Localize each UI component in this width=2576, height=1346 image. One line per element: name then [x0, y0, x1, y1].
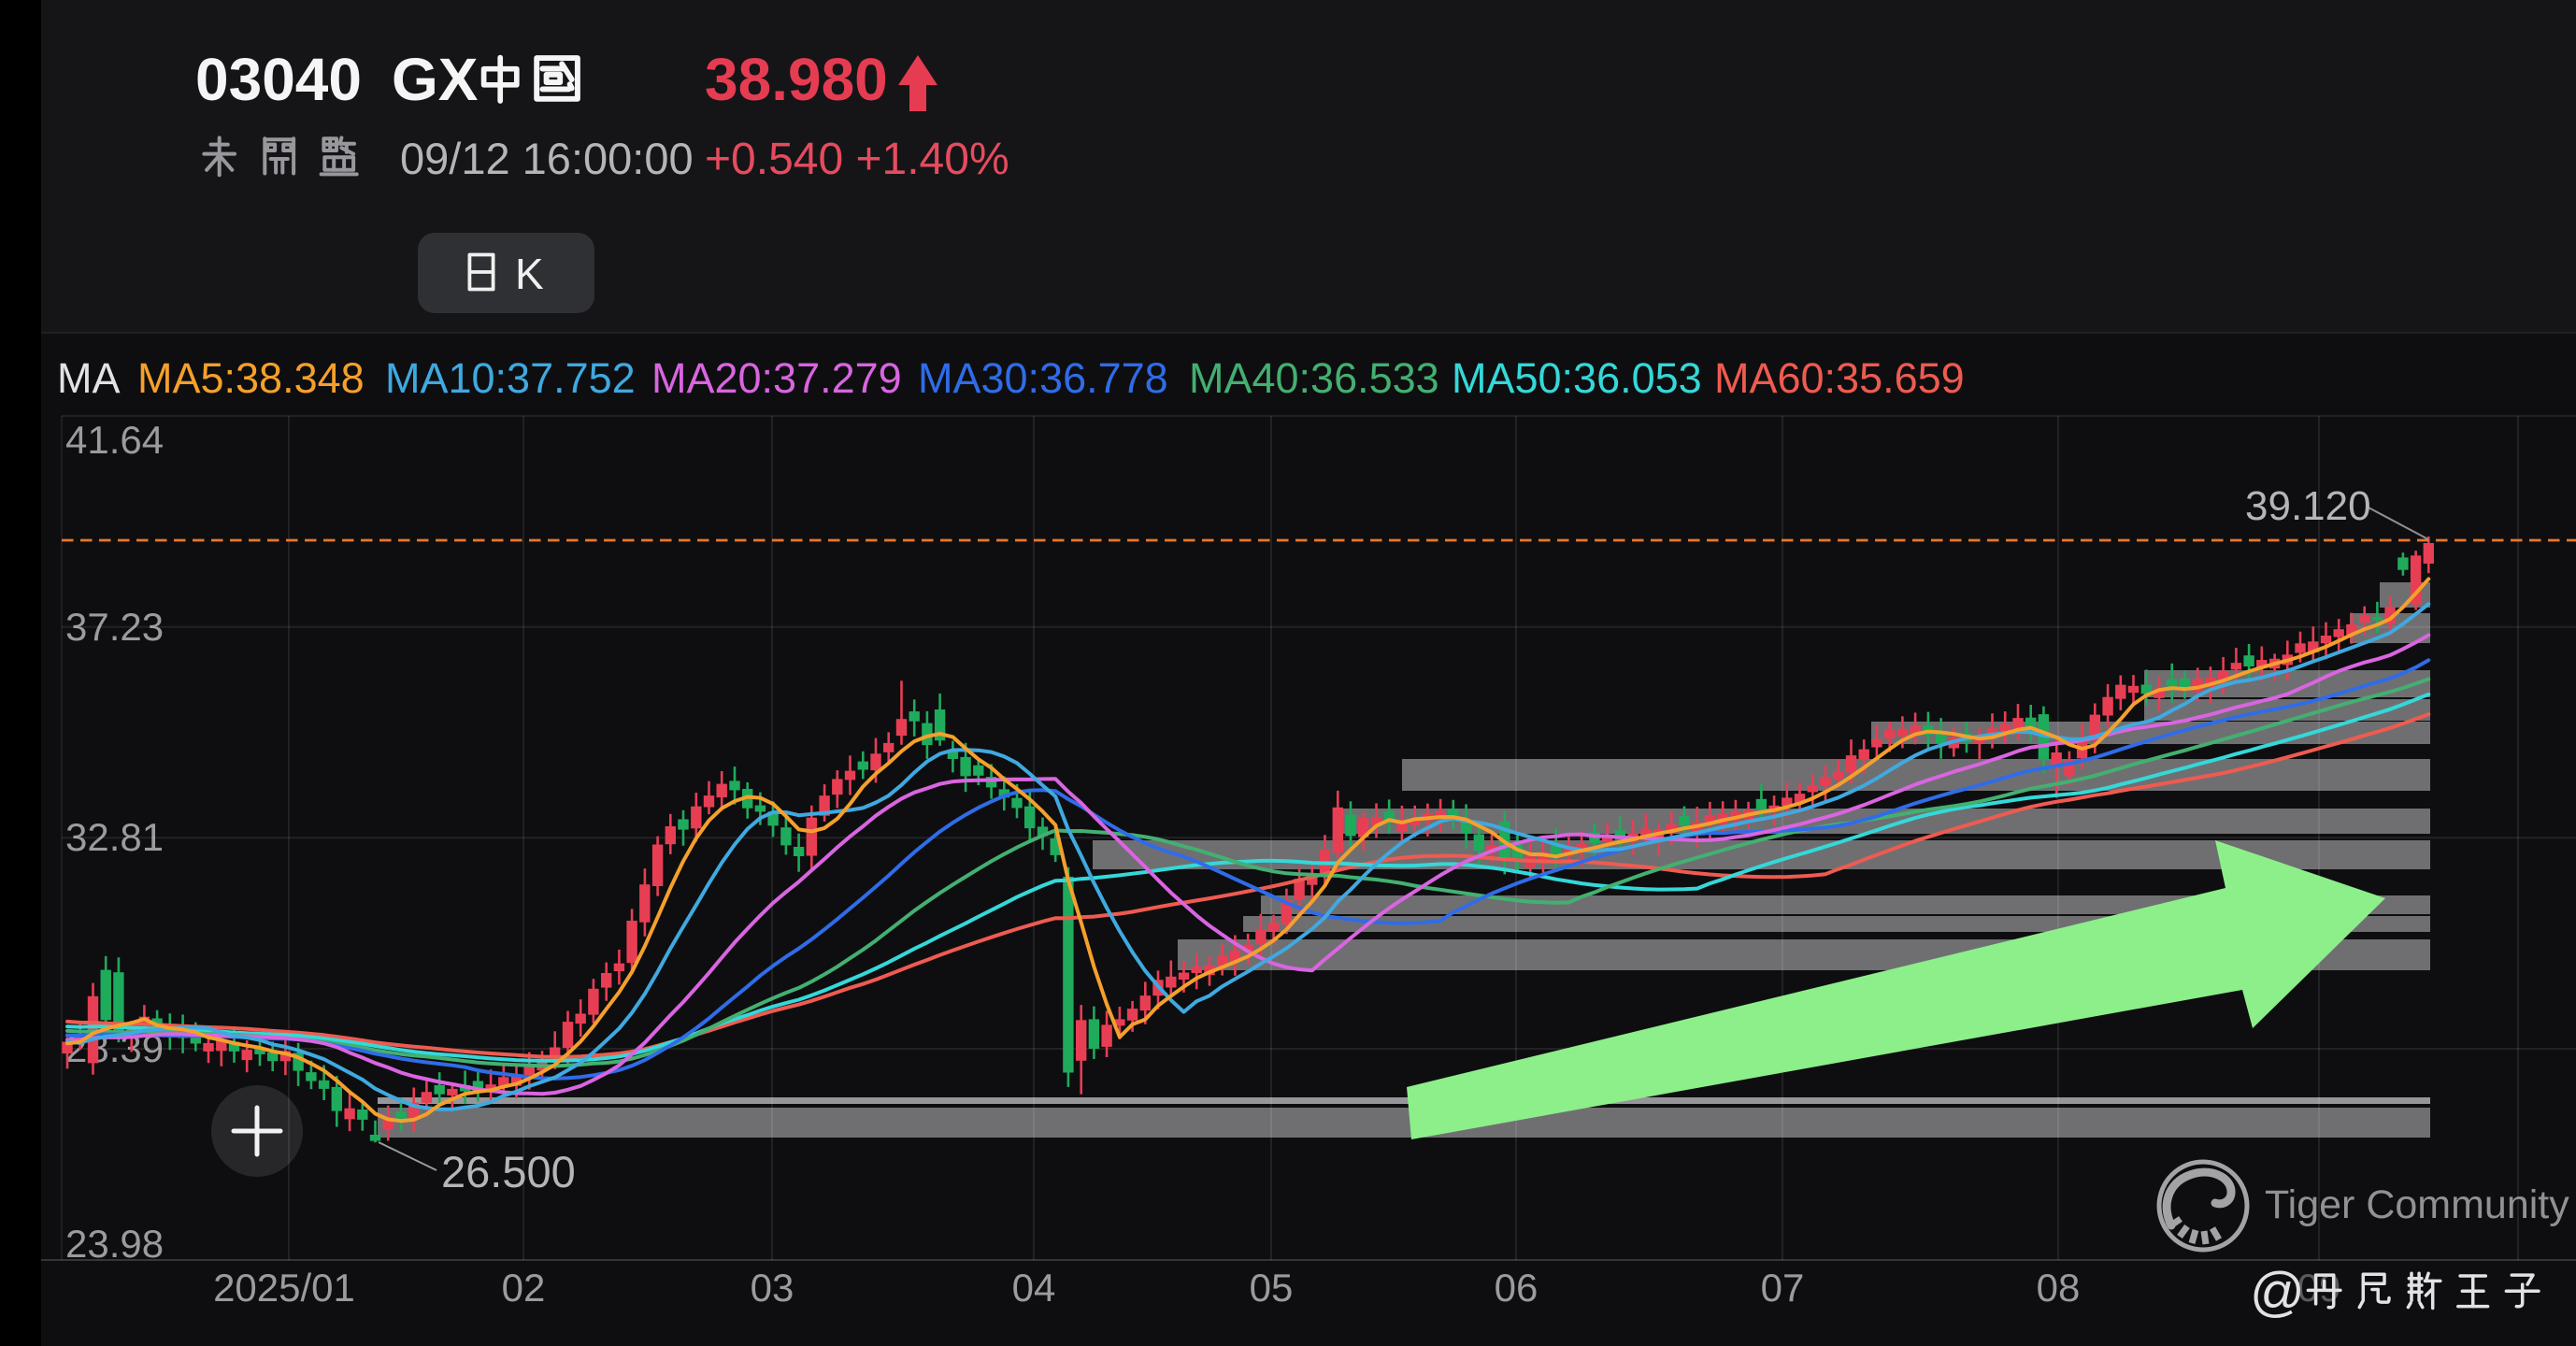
svg-text:09/12 16:00:00: 09/12 16:00:00 — [400, 134, 694, 183]
svg-text:MA: MA — [57, 354, 121, 402]
svg-text:K: K — [515, 250, 544, 298]
svg-text:26.500: 26.500 — [441, 1147, 576, 1196]
svg-text:MA40:36.533: MA40:36.533 — [1189, 354, 1439, 402]
svg-text:08: 08 — [2037, 1266, 2081, 1310]
svg-text:41.64: 41.64 — [65, 418, 164, 462]
svg-text:04: 04 — [1012, 1266, 1056, 1310]
svg-text:06: 06 — [1495, 1266, 1538, 1310]
svg-text:MA50:36.053: MA50:36.053 — [1452, 354, 1702, 402]
svg-text:MA20:37.279: MA20:37.279 — [651, 354, 902, 402]
svg-text:23.98: 23.98 — [65, 1222, 164, 1266]
svg-text:2025/01: 2025/01 — [213, 1266, 355, 1310]
svg-text:39.120: 39.120 — [2245, 483, 2371, 529]
svg-text:MA10:37.752: MA10:37.752 — [385, 354, 636, 402]
svg-text:03040: 03040 — [195, 46, 362, 113]
svg-text:32.81: 32.81 — [65, 815, 164, 859]
svg-text:37.23: 37.23 — [65, 605, 164, 649]
svg-text:GX: GX — [392, 46, 479, 113]
svg-text:@: @ — [2250, 1262, 2305, 1323]
svg-text:MA60:35.659: MA60:35.659 — [1714, 354, 1965, 402]
svg-text:MA30:36.778: MA30:36.778 — [918, 354, 1168, 402]
svg-text:+0.540 +1.40%: +0.540 +1.40% — [705, 135, 1009, 184]
svg-text:02: 02 — [502, 1266, 546, 1310]
svg-text:03: 03 — [751, 1266, 794, 1310]
svg-text:07: 07 — [1761, 1266, 1805, 1310]
svg-text:38.980: 38.980 — [705, 46, 888, 113]
svg-text:05: 05 — [1250, 1266, 1294, 1310]
svg-text:Tiger Community: Tiger Community — [2265, 1182, 2569, 1227]
svg-text:MA5:38.348: MA5:38.348 — [137, 354, 365, 402]
